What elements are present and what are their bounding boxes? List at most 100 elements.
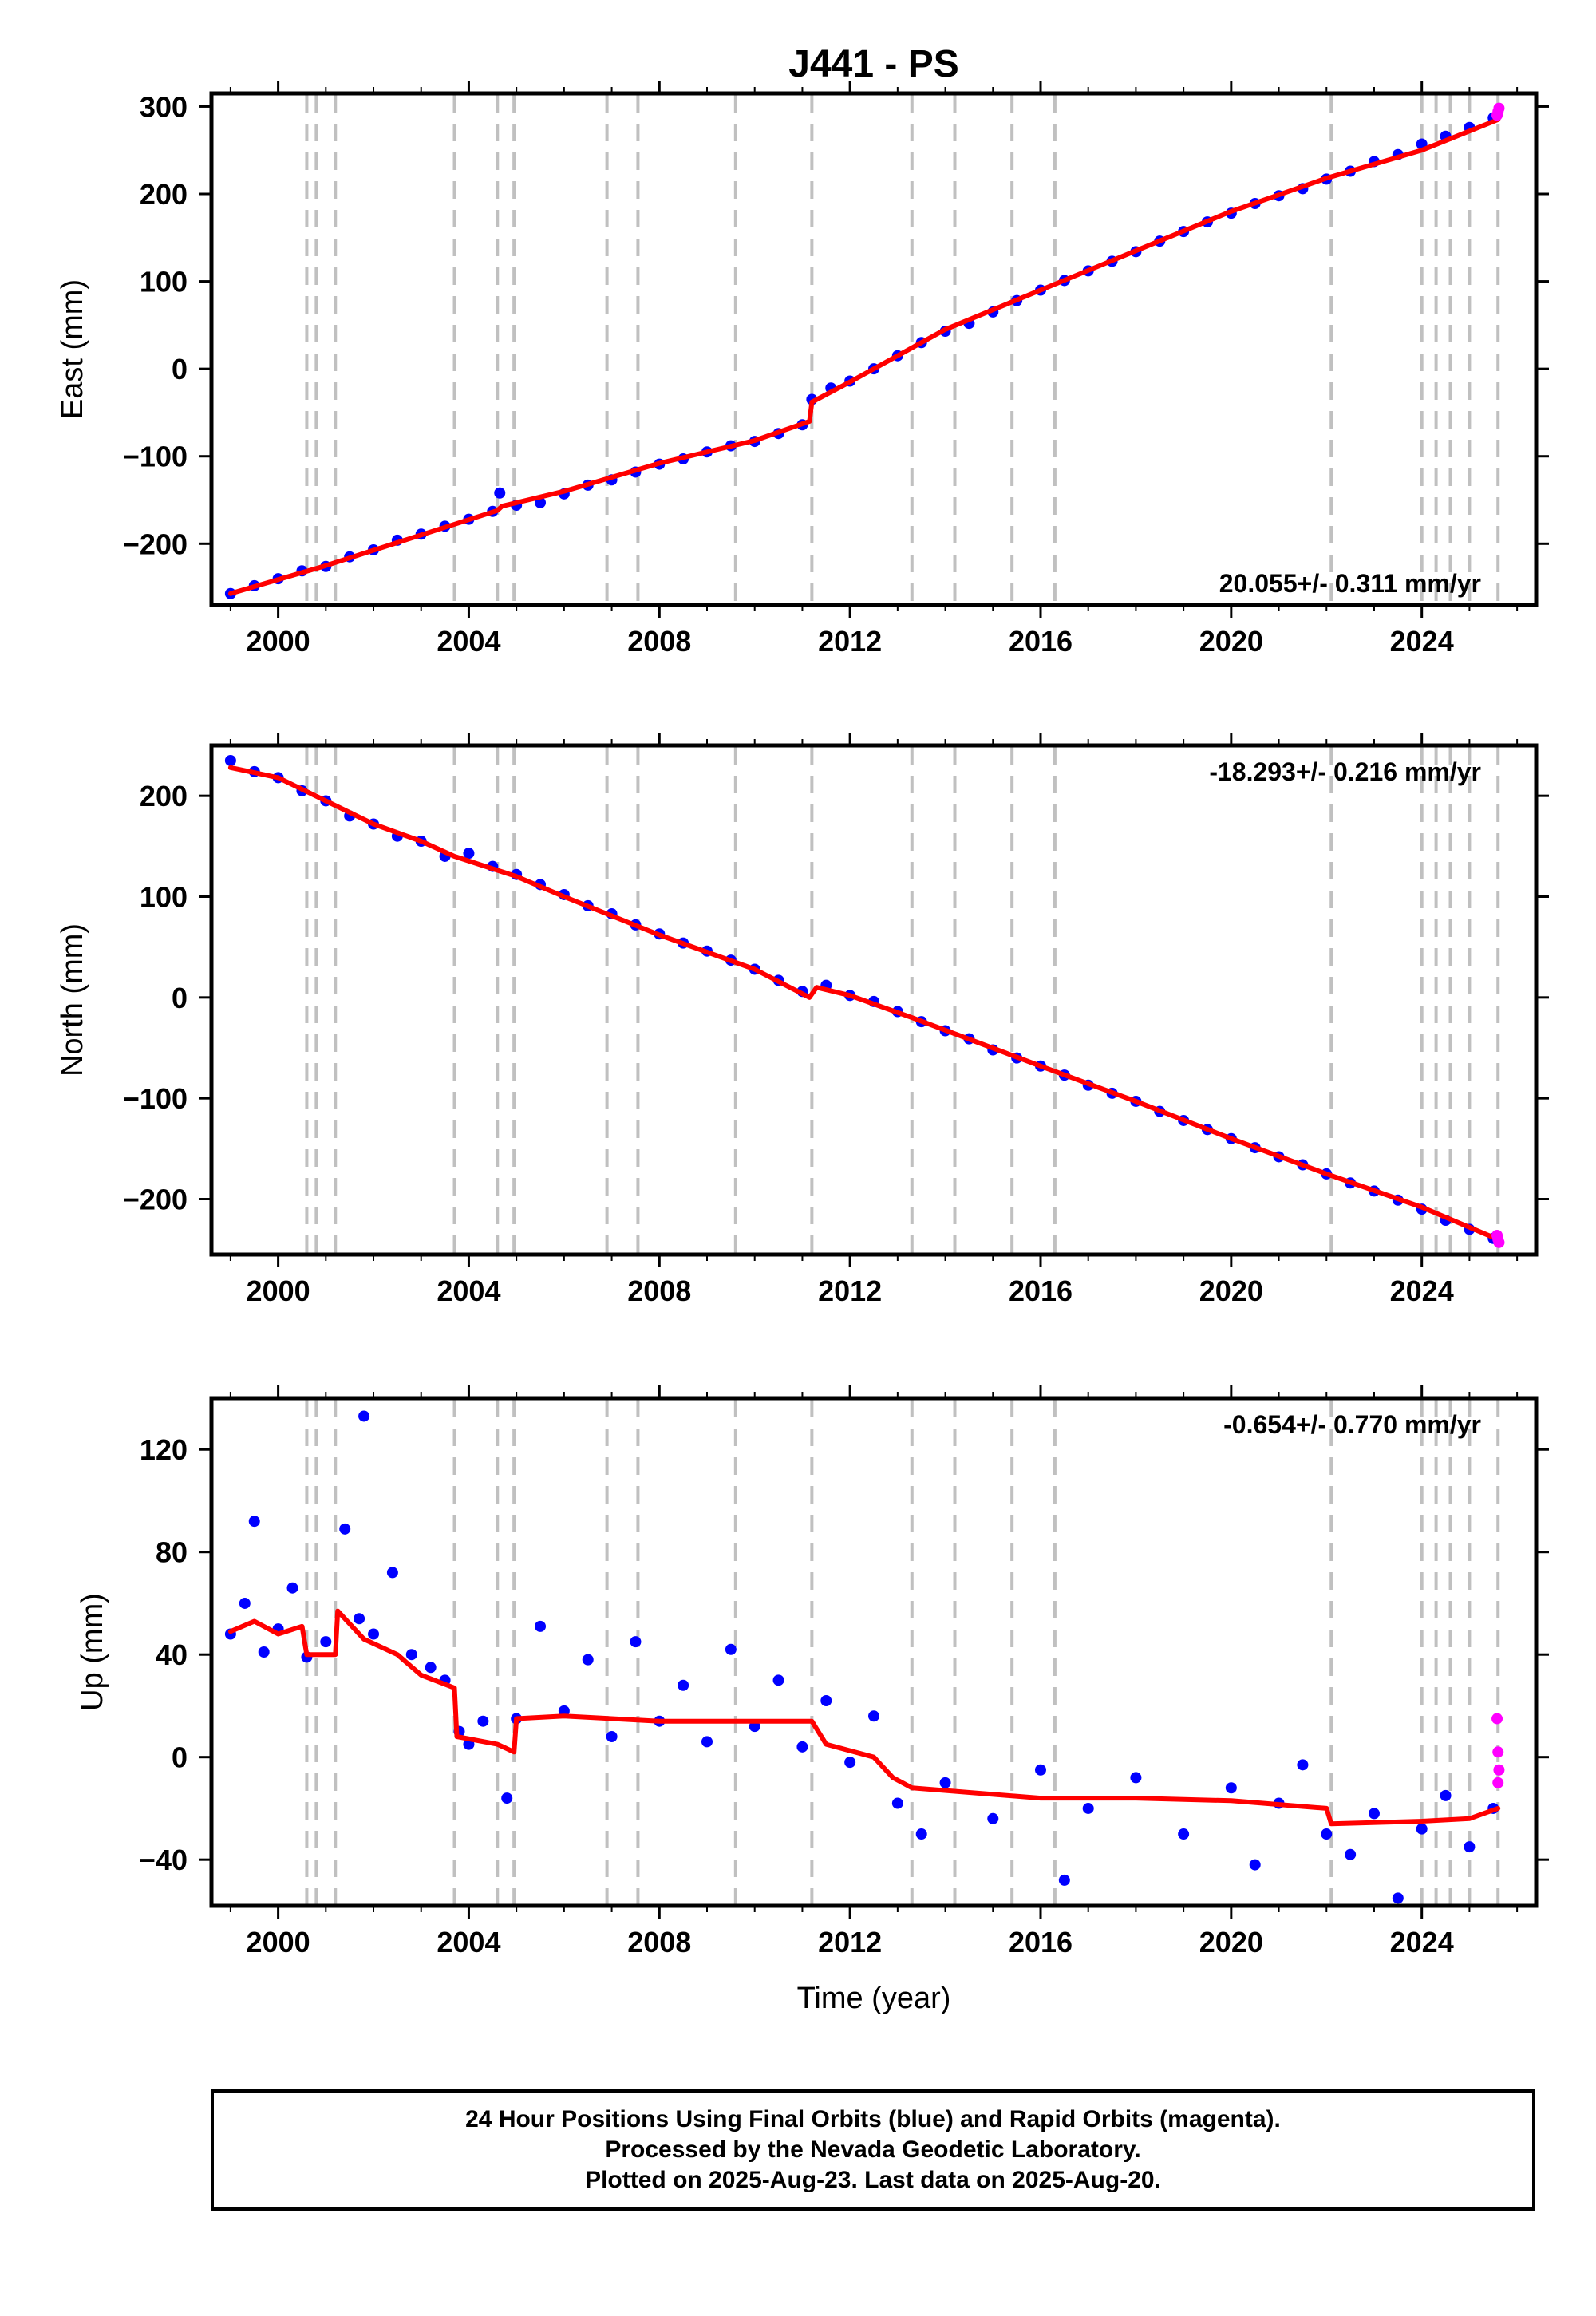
x-tick-label: 2020: [1199, 625, 1263, 658]
final-orbit-point: [1368, 1808, 1380, 1820]
rate-label: 20.055+/- 0.311 mm/yr: [1219, 569, 1481, 598]
final-orbit-point: [558, 1705, 570, 1717]
final-orbit-point: [258, 1646, 270, 1658]
final-orbit-point: [1464, 1841, 1476, 1853]
final-orbit-point: [286, 1582, 298, 1594]
y-tick-label: −200: [123, 528, 188, 560]
y-tick-label: 100: [140, 266, 188, 298]
y-tick-label: 0: [172, 982, 188, 1014]
final-orbit-point: [678, 1679, 689, 1691]
x-tick-label: 2012: [818, 625, 882, 658]
final-orbit-point: [1249, 1859, 1261, 1871]
y-tick-label: 80: [156, 1536, 188, 1569]
final-orbit-point: [425, 1662, 437, 1674]
final-orbit-point: [844, 1757, 856, 1769]
plot-frame: [209, 1396, 1539, 1908]
y-tick-label: 200: [140, 178, 188, 211]
plot-frame: [209, 743, 1539, 1257]
y-tick-label: 200: [140, 780, 188, 812]
y-tick-label: 300: [140, 90, 188, 123]
final-orbit-point: [796, 1741, 808, 1753]
footer-box: 24 Hour Positions Using Final Orbits (bl…: [211, 2089, 1535, 2211]
final-orbit-point: [630, 1636, 642, 1648]
final-orbit-point: [820, 1695, 832, 1707]
x-tick-label: 2000: [247, 625, 310, 658]
final-orbit-point: [868, 1710, 879, 1722]
y-tick-label: −200: [123, 1184, 188, 1216]
x-tick-label: 2008: [627, 625, 691, 658]
y-axis-label: Up (mm): [76, 1593, 109, 1711]
final-orbit-point: [1130, 1772, 1142, 1784]
x-tick-label: 2016: [1009, 1926, 1073, 1958]
x-tick-label: 2000: [247, 1275, 310, 1307]
final-orbit-point: [772, 1674, 784, 1686]
x-tick-label: 2020: [1199, 1926, 1263, 1958]
final-orbit-point: [320, 1636, 332, 1648]
x-tick-label: 2024: [1390, 625, 1454, 658]
rapid-orbit-point: [1493, 102, 1505, 114]
final-orbit-point: [239, 1597, 251, 1609]
final-orbit-point: [1345, 1848, 1357, 1860]
final-orbit-point: [1416, 1823, 1428, 1835]
final-orbit-point: [1392, 1892, 1404, 1904]
y-axis-label: East (mm): [56, 279, 89, 419]
final-orbit-point: [1034, 1764, 1046, 1776]
y-axis-label: North (mm): [56, 923, 89, 1077]
x-tick-label: 2020: [1199, 1275, 1263, 1307]
final-orbit-point: [1082, 1802, 1094, 1814]
final-orbit-point: [535, 1620, 547, 1632]
x-tick-label: 2008: [627, 1275, 691, 1307]
final-orbit-point: [1440, 1789, 1452, 1801]
final-orbit-point: [358, 1410, 370, 1422]
final-orbit-point: [477, 1715, 489, 1727]
final-orbit-point: [248, 1516, 260, 1528]
final-orbit-point: [1225, 1782, 1237, 1794]
rapid-orbit-point: [1492, 1746, 1504, 1758]
x-tick-label: 2004: [437, 1926, 500, 1958]
y-tick-label: 0: [172, 1741, 188, 1774]
y-tick-label: 0: [172, 353, 188, 385]
y-tick-label: 40: [156, 1638, 188, 1671]
x-axis-label: Time (year): [797, 1982, 951, 2015]
model-line: [227, 1608, 1501, 1827]
footer-line-2: Processed by the Nevada Geodetic Laborat…: [605, 2136, 1141, 2163]
rapid-orbit-point: [1493, 1236, 1505, 1248]
final-orbit-point: [606, 1731, 618, 1742]
final-orbit-point: [339, 1523, 351, 1535]
model-line: [227, 117, 1501, 596]
final-orbit-point: [1178, 1828, 1190, 1840]
x-tick-label: 2008: [627, 1926, 691, 1958]
final-orbit-point: [891, 1797, 903, 1809]
east-panel: 2000 2004 2008 2012 2016 2020 2024 −200 −100 0 100…: [56, 81, 1549, 658]
x-tick-label: 2016: [1009, 625, 1073, 658]
final-orbit-point: [1058, 1874, 1070, 1886]
final-orbit-point: [939, 1777, 951, 1788]
final-orbit-point: [725, 1643, 737, 1655]
x-tick-label: 2000: [247, 1926, 310, 1958]
footer-line-1: 24 Hour Positions Using Final Orbits (bl…: [465, 2106, 1281, 2132]
final-orbit-point: [224, 754, 236, 766]
final-orbit-point: [494, 487, 506, 499]
chart-title: J441 - PS: [788, 43, 958, 85]
final-orbit-point: [1297, 1759, 1309, 1771]
model-line: [227, 765, 1501, 1242]
final-orbit-point: [701, 1736, 713, 1748]
final-orbit-point: [987, 1812, 999, 1824]
y-tick-label: −100: [123, 441, 188, 473]
rapid-orbit-point: [1492, 1777, 1504, 1788]
x-tick-label: 2012: [818, 1275, 882, 1307]
up-panel: 2000 2004 2008 2012 2016 2020 2024 −40 0 40 80 120 U…: [76, 1385, 1549, 1958]
y-tick-label: 100: [140, 881, 188, 914]
x-tick-label: 2016: [1009, 1275, 1073, 1307]
footer-line-3: Plotted on 2025-Aug-23. Last data on 202…: [585, 2167, 1161, 2193]
rate-label: -18.293+/- 0.216 mm/yr: [1209, 757, 1481, 786]
x-tick-label: 2024: [1390, 1275, 1454, 1307]
north-panel: 2000 2004 2008 2012 2016 2020 2024 −200 −100 0 100…: [56, 733, 1549, 1307]
final-orbit-point: [354, 1613, 365, 1625]
x-tick-label: 2012: [818, 1926, 882, 1958]
plot-frame: [209, 91, 1539, 607]
final-orbit-point: [368, 1628, 380, 1640]
final-orbit-point: [501, 1792, 513, 1804]
final-orbit-point: [463, 848, 475, 860]
